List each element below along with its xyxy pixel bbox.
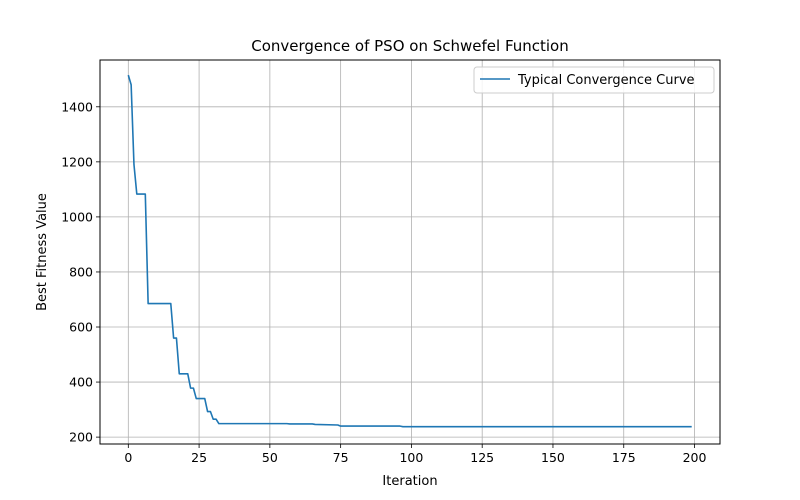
x-axis-label: Iteration <box>382 474 437 489</box>
series-line <box>127 74 692 428</box>
y-axis-label: Best Fitness Value <box>35 193 50 311</box>
y-tick-label: 800 <box>69 264 93 279</box>
legend-label: Typical Convergence Curve <box>517 73 695 88</box>
x-tick-label: 25 <box>191 450 207 465</box>
series-layer <box>127 74 692 428</box>
grid <box>100 60 720 444</box>
y-tick-label: 400 <box>69 375 93 390</box>
ticks: 0 25 50 75 100 125 150 175 200 200 400 600 800 1000 12… <box>61 99 706 465</box>
plot-frame <box>99 59 721 445</box>
x-tick-label: 175 <box>612 450 636 465</box>
y-tick-label: 1400 <box>61 99 93 114</box>
y-tick-label: 200 <box>69 430 93 445</box>
legend: Typical Convergence Curve <box>473 66 715 94</box>
x-tick-label: 200 <box>683 450 707 465</box>
x-tick-label: 125 <box>470 450 494 465</box>
chart-title: Convergence of PSO on Schwefel Function <box>251 37 569 55</box>
y-tick-label: 600 <box>69 320 93 335</box>
x-tick-label: 100 <box>399 450 423 465</box>
y-tick-label: 1000 <box>61 209 93 224</box>
y-tick-label: 1200 <box>61 154 93 169</box>
x-tick-label: 50 <box>262 450 278 465</box>
x-tick-label: 150 <box>541 450 565 465</box>
legend-box <box>473 66 715 94</box>
x-tick-label: 0 <box>124 450 132 465</box>
x-tick-label: 75 <box>333 450 349 465</box>
